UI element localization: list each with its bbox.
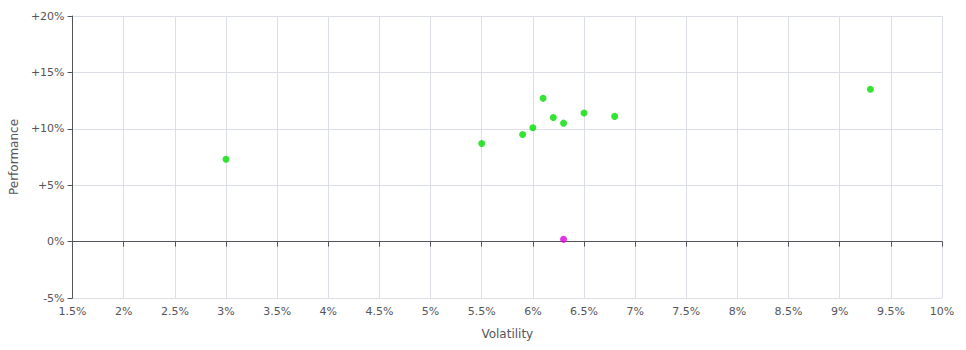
svg-text:+20%: +20% (31, 10, 65, 23)
svg-text:8.5%: 8.5% (775, 305, 803, 318)
svg-text:7.5%: 7.5% (672, 305, 700, 318)
svg-text:7%: 7% (626, 305, 643, 318)
svg-text:3.5%: 3.5% (263, 305, 291, 318)
svg-text:9.5%: 9.5% (877, 305, 905, 318)
svg-text:5.5%: 5.5% (468, 305, 496, 318)
svg-text:Performance: Performance (7, 119, 21, 195)
svg-text:+10%: +10% (31, 122, 65, 135)
svg-text:9%: 9% (831, 305, 848, 318)
svg-text:-5%: -5% (43, 292, 64, 305)
svg-text:3%: 3% (217, 305, 234, 318)
svg-text:6.5%: 6.5% (570, 305, 598, 318)
svg-text:4.5%: 4.5% (365, 305, 393, 318)
svg-text:1.5%: 1.5% (59, 305, 87, 318)
svg-text:Volatility: Volatility (481, 327, 533, 341)
svg-text:4%: 4% (320, 305, 337, 318)
svg-text:8%: 8% (729, 305, 746, 318)
svg-text:6%: 6% (524, 305, 541, 318)
svg-text:+5%: +5% (38, 179, 65, 192)
svg-text:0%: 0% (47, 235, 64, 248)
svg-text:2%: 2% (115, 305, 132, 318)
svg-text:+15%: +15% (31, 66, 65, 79)
svg-text:5%: 5% (422, 305, 439, 318)
svg-text:10%: 10% (930, 305, 954, 318)
svg-text:2.5%: 2.5% (161, 305, 189, 318)
